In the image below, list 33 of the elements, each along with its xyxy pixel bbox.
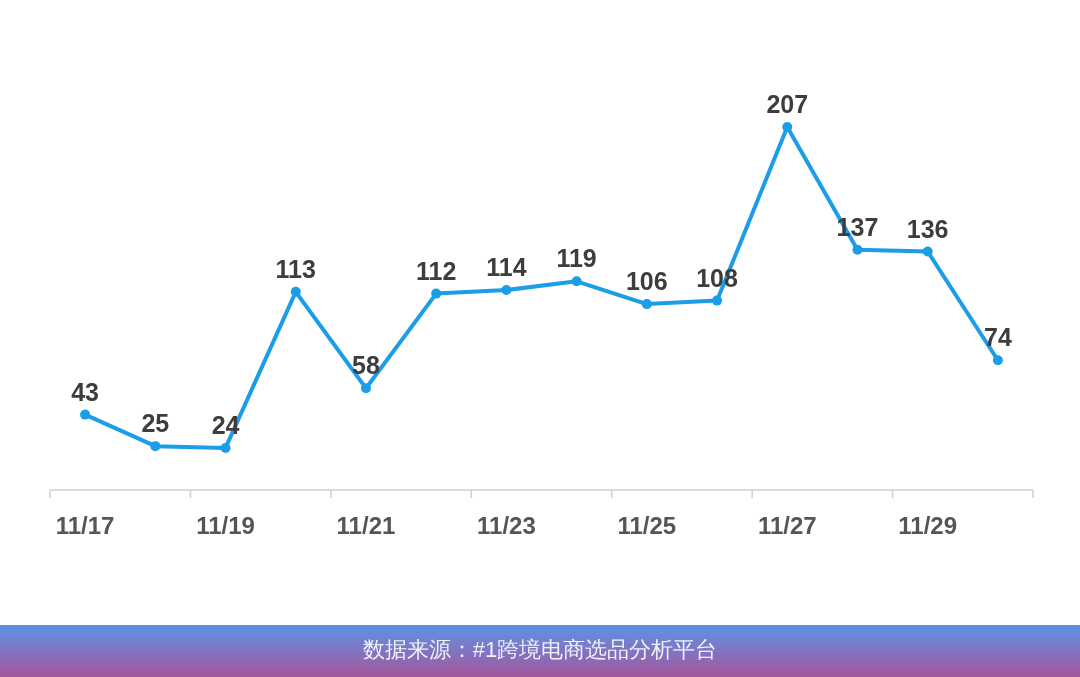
data-label: 58 (352, 351, 380, 380)
point (922, 246, 933, 257)
point (290, 286, 301, 297)
point (431, 288, 442, 299)
data-label: 136 (906, 214, 949, 243)
point (150, 441, 161, 452)
data-label: 74 (983, 323, 1012, 352)
x-tick-label: 11/19 (196, 512, 255, 539)
x-tick-label: 11/17 (55, 512, 115, 539)
point (501, 285, 512, 296)
point (360, 383, 371, 394)
data-label: 112 (416, 256, 457, 285)
data-label: 106 (625, 267, 668, 296)
data-label: 207 (766, 90, 809, 118)
point (220, 442, 231, 453)
point (571, 276, 582, 287)
x-tick-label: 11/21 (336, 512, 396, 539)
data-label: 43 (71, 377, 100, 406)
point (782, 122, 793, 132)
x-tick-label: 11/25 (617, 512, 677, 539)
data-label: 119 (556, 244, 597, 273)
source-note: 数据来源：#1跨境电商选品分析平台 (362, 637, 718, 662)
x-tick-label: 11/29 (898, 512, 958, 539)
x-tick-label: 11/23 (477, 512, 536, 539)
data-label: 114 (486, 253, 527, 282)
point (641, 299, 652, 310)
point (992, 355, 1003, 366)
point (852, 244, 863, 255)
x-tick-label: 11/27 (757, 512, 817, 539)
point (712, 295, 723, 306)
data-label: 113 (275, 254, 316, 283)
data-label: 25 (141, 409, 170, 438)
point (80, 409, 91, 420)
